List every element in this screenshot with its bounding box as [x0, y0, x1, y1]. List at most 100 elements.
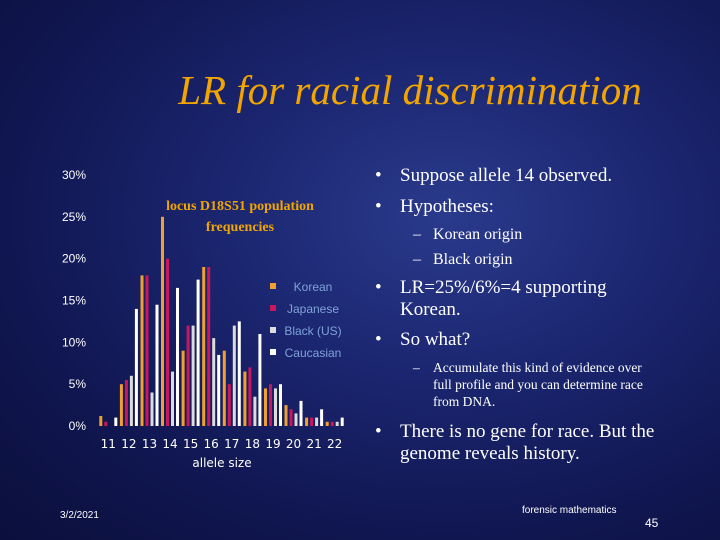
bar-black-us-19	[274, 388, 277, 426]
legend-label: Japanese	[287, 302, 339, 316]
legend-label: Korean	[294, 280, 333, 294]
bar-black-us-13	[150, 392, 154, 426]
bar-japanese-15	[186, 325, 190, 426]
y-tick-label: 15%	[62, 294, 86, 308]
bar-caucasian-21	[320, 409, 324, 426]
bar-black-us-12	[129, 375, 133, 426]
x-tick-label: 19	[265, 437, 280, 451]
bar-caucasian-15	[196, 279, 200, 426]
legend-label: Caucasian	[285, 346, 342, 360]
bar-caucasian-18	[258, 334, 262, 426]
legend-swatch	[270, 349, 276, 355]
bullet-dot: •	[375, 421, 382, 442]
bar-black-us-16	[212, 338, 216, 426]
page-number: 45	[645, 516, 659, 530]
sub-bullet-3: – Accumulate this kind of evidence over …	[413, 359, 653, 410]
y-tick-label: 30%	[62, 168, 86, 182]
x-axis-ticks: 11 12 13 14 15 16 17 18 19 20 21 22	[101, 437, 343, 451]
bar-korean-11	[99, 416, 103, 426]
x-tick-label: 17	[224, 437, 239, 451]
bullet-1: • Suppose allele 14 observed.	[375, 165, 612, 187]
chart-legend: Korean Japanese Black (US) Caucasian	[270, 280, 342, 360]
bar-korean-14	[161, 216, 164, 426]
bars	[99, 216, 344, 426]
bar-caucasian-17	[237, 321, 241, 426]
bar-korean-18	[243, 371, 247, 426]
footer-date: 3/2/2021	[60, 510, 99, 521]
bullet-dot: •	[375, 329, 382, 350]
bullet-dot: •	[375, 196, 382, 217]
y-tick-label: 0%	[69, 419, 87, 433]
x-tick-label: 18	[245, 437, 260, 451]
x-tick-label: 15	[183, 437, 198, 451]
legend-swatch	[270, 327, 276, 333]
bar-korean-22	[325, 421, 329, 426]
sub-bullet-text: Accumulate this kind of evidence over fu…	[433, 360, 643, 409]
bar-japanese-16	[207, 267, 211, 426]
bar-caucasian-13	[155, 304, 159, 426]
bar-japanese-20	[289, 409, 293, 426]
bar-japanese-17	[227, 384, 231, 426]
x-tick-label: 22	[327, 437, 342, 451]
bullet-4: • So what?	[375, 329, 470, 351]
y-tick-label: 20%	[62, 252, 86, 266]
bullet-text: LR=25%/6%=4 supporting Korean.	[400, 277, 607, 320]
sub-dash: –	[413, 360, 420, 375]
bar-korean-17	[222, 350, 226, 426]
bar-black-us-22	[335, 421, 339, 426]
bar-chart: locus D18S51 population frequencies 0% 5%…	[62, 168, 344, 470]
bar-japanese-22	[330, 421, 334, 426]
bar-japanese-21	[310, 417, 314, 426]
bar-korean-13	[140, 275, 144, 426]
bar-caucasian-11	[114, 417, 118, 426]
footer-text: forensic mathematics	[522, 505, 617, 516]
bar-caucasian-14	[176, 287, 179, 426]
bar-japanese-13	[145, 275, 149, 426]
y-tick-label: 10%	[62, 335, 86, 349]
sub-bullet-text: Korean origin	[433, 226, 523, 243]
bullet-5: • There is no gene for race. But the gen…	[375, 421, 665, 465]
bar-black-us-17	[232, 325, 236, 426]
x-tick-label: 21	[306, 437, 321, 451]
bar-caucasian-16	[217, 354, 221, 426]
x-tick-label: 11	[101, 437, 116, 451]
y-tick-label: 25%	[62, 210, 86, 224]
bar-black-us-20	[294, 413, 298, 426]
sub-bullet-2: – Black origin	[413, 250, 513, 270]
bullet-3: • LR=25%/6%=4 supporting Korean.	[375, 277, 635, 321]
bar-caucasian-20	[299, 400, 303, 426]
chart-title-line1: locus D18S51 population	[166, 199, 314, 214]
legend-swatch	[270, 283, 276, 289]
bar-black-us-21	[315, 417, 319, 426]
bar-japanese-11	[104, 421, 108, 426]
sub-bullet-1: – Korean origin	[413, 225, 522, 245]
sub-dash: –	[413, 251, 421, 268]
sub-bullet-text: Black origin	[433, 251, 513, 268]
bar-black-us-15	[191, 325, 195, 426]
bullet-text: There is no gene for race. But the genom…	[400, 421, 655, 464]
bar-korean-20	[284, 405, 288, 426]
bar-japanese-12	[124, 380, 128, 426]
x-tick-label: 12	[121, 437, 136, 451]
x-tick-label: 13	[142, 437, 157, 451]
bar-korean-15	[181, 350, 185, 426]
bar-japanese-18	[248, 367, 252, 426]
sub-dash: –	[413, 226, 421, 243]
chart-title-line2: frequencies	[206, 220, 275, 235]
bullet-text: So what?	[400, 329, 471, 350]
bullet-dot: •	[375, 165, 382, 186]
bar-black-us-14	[171, 371, 174, 426]
bar-japanese-14	[166, 258, 169, 426]
bar-korean-21	[305, 417, 309, 426]
bar-korean-12	[119, 384, 123, 426]
y-axis-ticks: 0% 5% 10% 15% 20% 25% 30%	[62, 168, 86, 433]
bar-japanese-19	[269, 384, 272, 426]
slide-title: LR for racial discrimination	[178, 67, 642, 113]
x-tick-label: 16	[204, 437, 219, 451]
legend-label: Black (US)	[284, 324, 341, 338]
bullet-text: Suppose allele 14 observed.	[400, 165, 613, 186]
x-tick-label: 20	[286, 437, 301, 451]
bullet-dot: •	[375, 277, 382, 298]
x-axis-label: allele size	[192, 456, 251, 470]
bullet-2: • Hypotheses:	[375, 196, 494, 218]
